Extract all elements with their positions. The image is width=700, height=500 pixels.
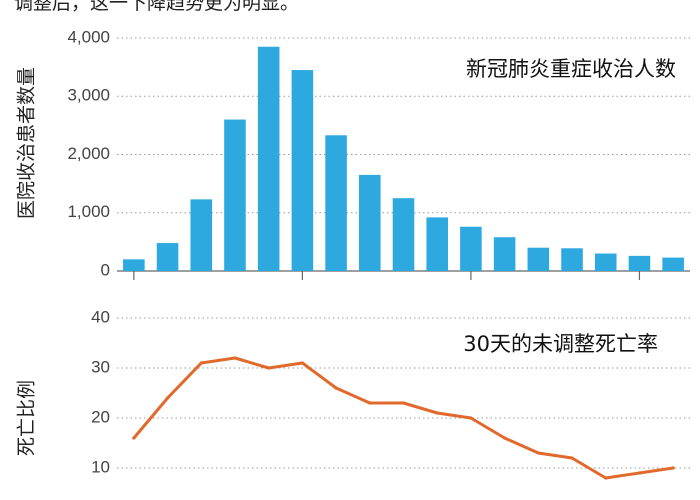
bar	[594, 253, 617, 271]
caption-text: 调整后，这一下降趋势更为明显。	[14, 0, 300, 14]
mortality-line	[132, 356, 675, 480]
bar	[662, 257, 684, 271]
bar	[493, 237, 516, 271]
mortality-point	[536, 451, 540, 455]
mortality-point	[267, 366, 271, 370]
bar	[224, 119, 246, 271]
bar-chart-ytick-label: 1,000	[67, 202, 110, 221]
bar-chart-ylabel: 医院收治患者数量	[16, 67, 38, 219]
line-chart-ytick-label: 30	[91, 357, 110, 376]
bar	[628, 255, 651, 271]
mortality-point	[233, 356, 237, 360]
mortality-point	[469, 416, 473, 420]
mortality-point	[435, 411, 439, 415]
mortality-point	[368, 401, 372, 405]
mortality-point	[604, 476, 608, 480]
mortality-point	[401, 401, 406, 405]
mortality-point	[199, 361, 203, 365]
bar-chart: 医院收治患者数量 新冠肺炎重症收治人数 0 1,000 2,000 3,000 4,00…	[16, 27, 690, 280]
bar	[359, 174, 381, 271]
mortality-point	[132, 436, 136, 440]
bar	[123, 259, 145, 271]
line-chart-title: 30天的未调整死亡率	[463, 332, 658, 356]
bar	[325, 135, 347, 271]
mortality-point	[637, 471, 642, 475]
line-chart-ylabel: 死亡比例	[16, 380, 38, 456]
bar	[392, 198, 415, 271]
bar	[257, 46, 280, 271]
bar	[561, 248, 583, 271]
bar-chart-title: 新冠肺炎重症收治人数	[466, 57, 676, 81]
mortality-point	[671, 466, 675, 470]
bar-chart-ytick-label: 4,000	[67, 27, 110, 46]
mortality-point	[503, 436, 507, 440]
line-chart: 死亡比例 30天的未调整死亡率 10 20 30 40	[16, 307, 690, 480]
bar-chart-ytick-label: 3,000	[67, 86, 110, 105]
bar	[156, 243, 179, 271]
bar-chart-ytick-label: 2,000	[67, 144, 110, 163]
line-chart-ytick-label: 20	[91, 407, 110, 426]
mortality-point	[165, 396, 170, 400]
bar	[527, 247, 550, 271]
bar-chart-ytick-label: 0	[101, 260, 110, 279]
line-chart-ytick-label: 40	[91, 307, 110, 326]
bar	[190, 199, 213, 271]
bar	[460, 226, 482, 271]
line-chart-ytick-label: 10	[91, 457, 110, 476]
bar	[426, 217, 448, 271]
mortality-point	[570, 456, 574, 460]
mortality-point	[300, 361, 304, 365]
bar	[291, 70, 314, 271]
mortality-point	[334, 386, 338, 390]
